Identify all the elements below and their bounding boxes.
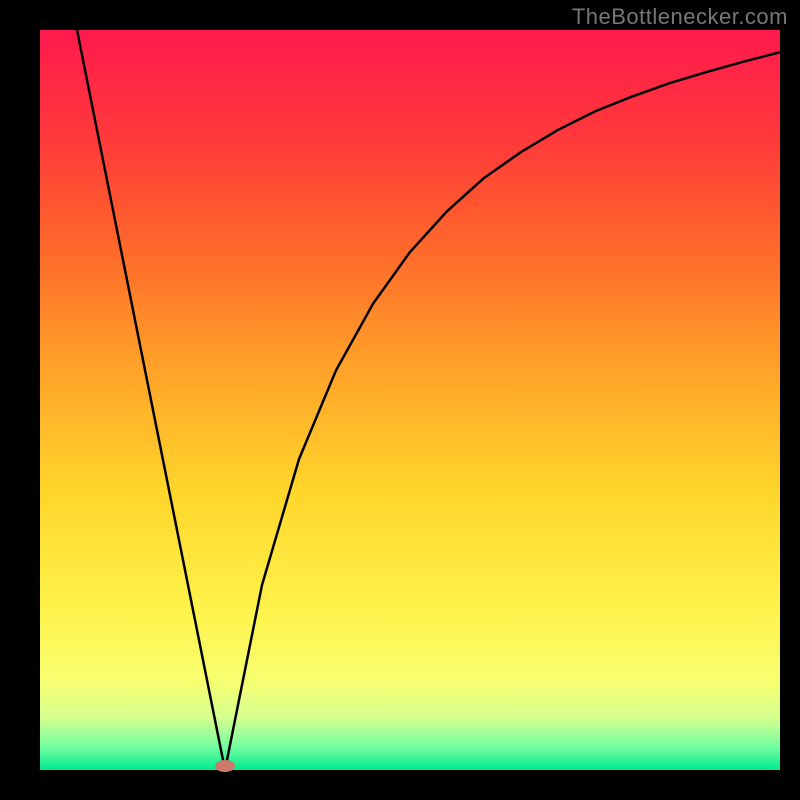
left-curve — [77, 30, 225, 770]
right-curve — [225, 52, 780, 770]
chart-curves — [40, 30, 780, 770]
minimum-marker — [215, 760, 235, 772]
bottleneck-chart — [40, 30, 780, 770]
watermark-text: TheBottlenecker.com — [572, 4, 788, 30]
